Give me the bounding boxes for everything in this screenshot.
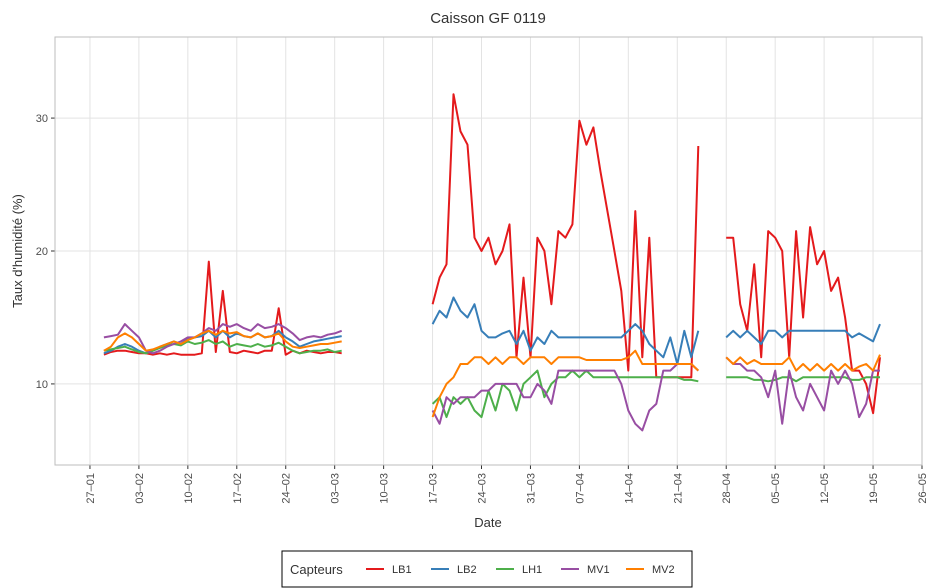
x-tick-label: 10–03 <box>379 473 391 504</box>
y-axis-title: Taux d'humidité (%) <box>10 194 25 308</box>
x-tick-label: 24–02 <box>281 473 293 504</box>
x-tick-label: 28–04 <box>721 473 733 504</box>
x-tick-label: 07–04 <box>574 473 586 504</box>
x-tick-label: 12–05 <box>819 473 831 504</box>
x-tick-label: 05–05 <box>770 473 782 504</box>
legend-label: LH1 <box>522 564 542 576</box>
x-tick-label: 10–02 <box>183 473 195 504</box>
x-tick-label: 21–04 <box>672 473 684 504</box>
legend-label: LB1 <box>392 564 412 576</box>
x-tick-label: 14–04 <box>623 473 635 504</box>
x-tick-label: 03–03 <box>330 473 342 504</box>
plot-border <box>54 36 923 466</box>
y-tick-label: 10 <box>36 379 48 391</box>
x-tick-label: 24–03 <box>477 473 489 504</box>
plot-area: 10 20 30 27–01 03–02 10–02 17–02 24–02 03–03 10–0… <box>36 36 929 504</box>
x-tick-label: 17–02 <box>232 473 244 504</box>
legend-title: Capteurs <box>290 562 343 577</box>
x-tick-label: 31–03 <box>525 473 537 504</box>
x-tick-label: 26–05 <box>917 473 929 504</box>
legend-label: MV1 <box>587 564 610 576</box>
legend-box <box>281 550 693 588</box>
legend-label: LB2 <box>457 564 477 576</box>
x-tick-label: 27–01 <box>85 473 97 504</box>
x-axis-title: Date <box>474 515 501 530</box>
y-tick-label: 30 <box>36 113 48 125</box>
y-tick-label: 20 <box>36 246 48 258</box>
chart-title: Caisson GF 0119 <box>430 10 546 27</box>
legend: Capteurs LB1 LB2 LH1 MV1 MV2 <box>281 550 693 588</box>
x-tick-label: 17–03 <box>428 473 440 504</box>
series-line <box>103 339 880 419</box>
series-line <box>103 323 880 432</box>
legend-label: MV2 <box>652 564 675 576</box>
x-tick-label: 19–05 <box>868 473 880 504</box>
x-tick-label: 03–02 <box>134 473 146 504</box>
series-line <box>103 329 881 418</box>
